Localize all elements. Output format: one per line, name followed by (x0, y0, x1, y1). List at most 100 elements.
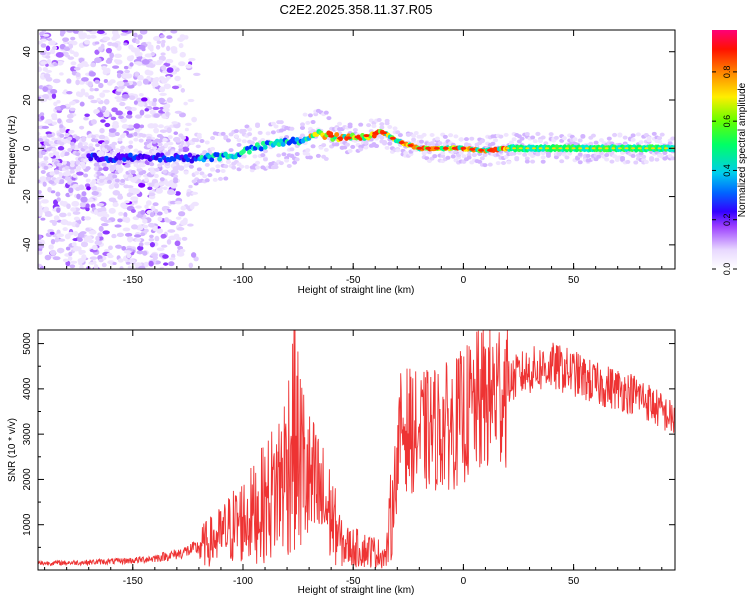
heat-speckle (121, 245, 127, 251)
heat-speckle (133, 32, 138, 38)
spectrogram-xtick-label: 50 (568, 275, 580, 286)
heat-halo (326, 116, 332, 121)
heat-halo (463, 137, 469, 142)
heat-halo (429, 133, 435, 138)
heat-peak (531, 147, 536, 150)
heat-speckle (178, 112, 186, 118)
heat-speckle (103, 111, 110, 118)
heat-halo (561, 136, 567, 141)
heat-halo (625, 159, 631, 164)
heat-speckle (40, 115, 45, 121)
heat-speckle (38, 234, 43, 241)
heat-speckle (164, 219, 173, 223)
heat-speckle (165, 75, 171, 80)
heat-halo (347, 149, 353, 154)
heat-speckle (68, 231, 74, 236)
heat-speckle (159, 266, 164, 269)
heat-peak (425, 146, 432, 150)
snr-xtick-label: -150 (123, 576, 143, 587)
heat-speckle (39, 112, 45, 117)
heat-speckle (126, 55, 134, 62)
heat-peak (478, 148, 485, 152)
heat-speckle (86, 186, 91, 191)
heat-peak (657, 147, 662, 150)
heat-speckle (178, 61, 186, 67)
heat-speckle (73, 30, 80, 34)
heat-peak (578, 147, 583, 150)
heat-halo (289, 147, 295, 152)
heat-peak (389, 136, 396, 140)
heat-halo (146, 143, 152, 148)
heat-speckle (55, 51, 64, 58)
heat-halo (588, 141, 594, 146)
heat-speckle (150, 253, 158, 257)
heat-halo (106, 146, 112, 151)
heat-halo (286, 164, 292, 169)
heat-speckle (94, 57, 102, 64)
heat-halo (646, 138, 652, 143)
heat-ridge (246, 149, 252, 155)
heat-halo (64, 132, 70, 137)
heat-speckle (66, 91, 73, 95)
heat-speckle (85, 207, 90, 212)
heat-halo (337, 121, 343, 126)
heat-speckle (188, 57, 196, 62)
heat-halo (154, 167, 160, 172)
heat-speckle (89, 34, 97, 39)
heat-halo (580, 133, 586, 138)
heat-speckle (191, 191, 199, 195)
heat-speckle (149, 242, 156, 248)
heat-speckle (141, 59, 150, 65)
heat-speckle (87, 198, 94, 203)
heat-speckle (174, 240, 181, 247)
heat-speckle (108, 128, 116, 133)
heat-speckle (108, 184, 115, 190)
heat-speckle (104, 122, 111, 128)
heat-halo (662, 150, 668, 155)
heat-speckle (79, 101, 85, 107)
heat-speckle (45, 76, 53, 82)
heat-speckle (50, 238, 56, 245)
heat-speckle (86, 34, 92, 40)
heat-speckle (141, 224, 149, 229)
heat-speckle (59, 72, 64, 76)
heat-speckle (56, 247, 65, 254)
spectrogram-ylabel: Frequency (Hz) (7, 116, 18, 185)
heat-speckle (53, 101, 58, 107)
heat-speckle (188, 262, 194, 269)
heat-halo (106, 179, 112, 184)
heat-halo (276, 153, 282, 158)
heat-halo (289, 126, 295, 131)
snr-ylabel: SNR (10 * v/v) (7, 418, 18, 482)
heat-halo (72, 173, 78, 178)
heat-speckle (116, 99, 123, 103)
heat-halo (323, 147, 329, 152)
heat-speckle (160, 233, 167, 239)
heat-halo (278, 161, 284, 166)
heat-speckle (163, 262, 169, 266)
colorbar-tick-label: 0.6 (722, 115, 732, 128)
spectrogram-axes: -150 -100 -50 0 50 -40 -20 0 20 40 (22, 30, 675, 286)
heat-speckle (155, 62, 162, 66)
heat-speckle (151, 81, 159, 87)
heat-speckle (75, 186, 81, 192)
heat-peak (407, 143, 414, 147)
heat-halo (307, 113, 313, 118)
heat-halo (83, 173, 89, 178)
heat-speckle (156, 211, 163, 216)
heat-halo (247, 132, 253, 137)
heat-halo (93, 162, 99, 167)
heat-speckle (83, 116, 89, 121)
heat-halo (241, 154, 247, 159)
heat-halo (157, 139, 163, 144)
heat-halo (421, 132, 427, 137)
heat-halo (80, 162, 86, 167)
heat-speckle (105, 58, 112, 64)
heat-halo (540, 159, 546, 164)
heat-halo (506, 160, 512, 165)
heat-halo (299, 122, 305, 127)
heat-speckle (162, 186, 168, 191)
heat-speckle (107, 81, 113, 86)
heat-halo (387, 141, 393, 146)
heat-speckle (123, 250, 132, 254)
